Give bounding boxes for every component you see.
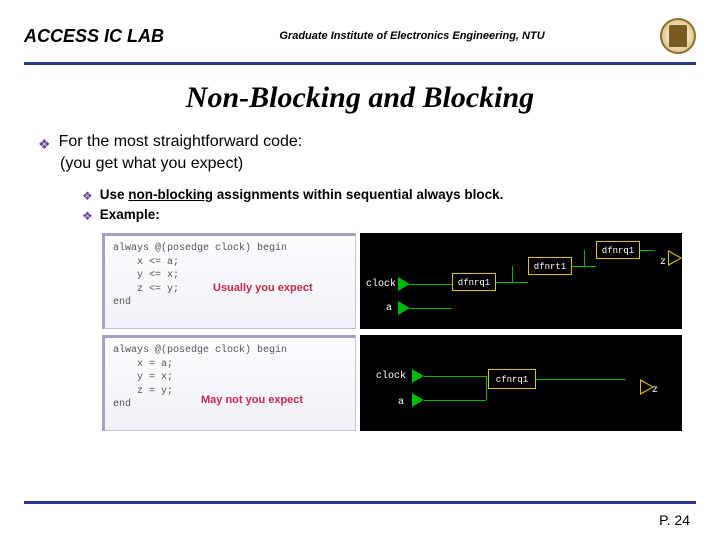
wire — [486, 376, 487, 400]
diamond-icon: ❖ — [82, 189, 93, 203]
ntu-seal-icon — [660, 18, 696, 54]
figure-row-1: always @(posedge clock) begin x <= a; y … — [102, 233, 692, 329]
wire — [496, 282, 528, 283]
lab-name: ACCESS IC LAB — [24, 26, 164, 47]
wire — [410, 308, 452, 309]
sub-bullet-text: Example: — [100, 207, 160, 222]
buffer-icon — [412, 369, 424, 383]
wire — [424, 376, 486, 377]
circuit-blocking: clock a cfnrq1 z — [360, 335, 682, 431]
output-tri-icon — [668, 250, 682, 266]
code-line: end — [113, 296, 347, 310]
bullet-main: ❖ For the most straightforward code: — [38, 133, 682, 153]
port-a: a — [398, 397, 404, 408]
bullet-text: For the most straightforward code: — [59, 133, 303, 151]
flipflop-box: dfnrq1 — [596, 241, 640, 259]
code-line: y = x; — [113, 371, 347, 385]
diamond-icon: ❖ — [82, 209, 93, 223]
wire — [424, 400, 486, 401]
content-area: ❖ For the most straightforward code: (yo… — [0, 133, 720, 431]
institute-name: Graduate Institute of Electronics Engine… — [279, 30, 544, 42]
figures: always @(posedge clock) begin x <= a; y … — [102, 233, 692, 431]
code-block-blocking: always @(posedge clock) begin x = a; y =… — [102, 335, 356, 431]
port-z: z — [652, 385, 658, 396]
port-clock: clock — [366, 279, 396, 290]
t2: assignments within sequential always blo… — [213, 187, 503, 202]
bullet-subtext: (you get what you expect) — [60, 155, 682, 173]
circuit-nonblocking: clock a dfnrq1 dfnrt1 dfnrq1 z — [360, 233, 682, 329]
code-line: x <= a; — [113, 256, 347, 270]
annotation-maynot: May not you expect — [201, 394, 303, 406]
t-underline: non-blocking — [128, 187, 213, 202]
port-a: a — [386, 303, 392, 314]
wire — [572, 266, 596, 267]
figure-row-2: always @(posedge clock) begin x = a; y =… — [102, 335, 692, 431]
sub-bullet-1: ❖ Use non-blocking assignments within se… — [82, 187, 682, 203]
buffer-icon — [412, 393, 424, 407]
flipflop-box: dfnrq1 — [452, 273, 496, 291]
flipflop-box: cfnrq1 — [488, 369, 536, 389]
page-title: Non-Blocking and Blocking — [0, 81, 720, 115]
wire — [410, 284, 452, 285]
buffer-icon — [398, 301, 410, 315]
sub-bullets: ❖ Use non-blocking assignments within se… — [82, 187, 682, 223]
header-bar: ACCESS IC LAB Graduate Institute of Elec… — [0, 0, 720, 60]
code-block-nonblocking: always @(posedge clock) begin x <= a; y … — [102, 233, 356, 329]
port-z: z — [660, 257, 666, 268]
buffer-icon — [398, 277, 410, 291]
sub-bullet-2: ❖ Example: — [82, 207, 682, 223]
header-rule — [24, 62, 696, 65]
code-line: y <= x; — [113, 269, 347, 283]
wire — [512, 266, 513, 282]
code-line: x = a; — [113, 358, 347, 372]
page-number: P. 24 — [659, 512, 690, 528]
port-clock: clock — [376, 371, 406, 382]
wire — [536, 379, 626, 380]
footer-rule — [24, 501, 696, 504]
wire — [584, 250, 585, 266]
wire — [640, 250, 654, 251]
flipflop-box: dfnrt1 — [528, 257, 572, 275]
diamond-icon: ❖ — [38, 136, 51, 153]
sub-bullet-text: Use non-blocking assignments within sequ… — [100, 187, 504, 202]
annotation-expect: Usually you expect — [213, 282, 313, 294]
t1: Use — [100, 187, 129, 202]
code-line: always @(posedge clock) begin — [113, 344, 347, 358]
code-line: always @(posedge clock) begin — [113, 242, 347, 256]
